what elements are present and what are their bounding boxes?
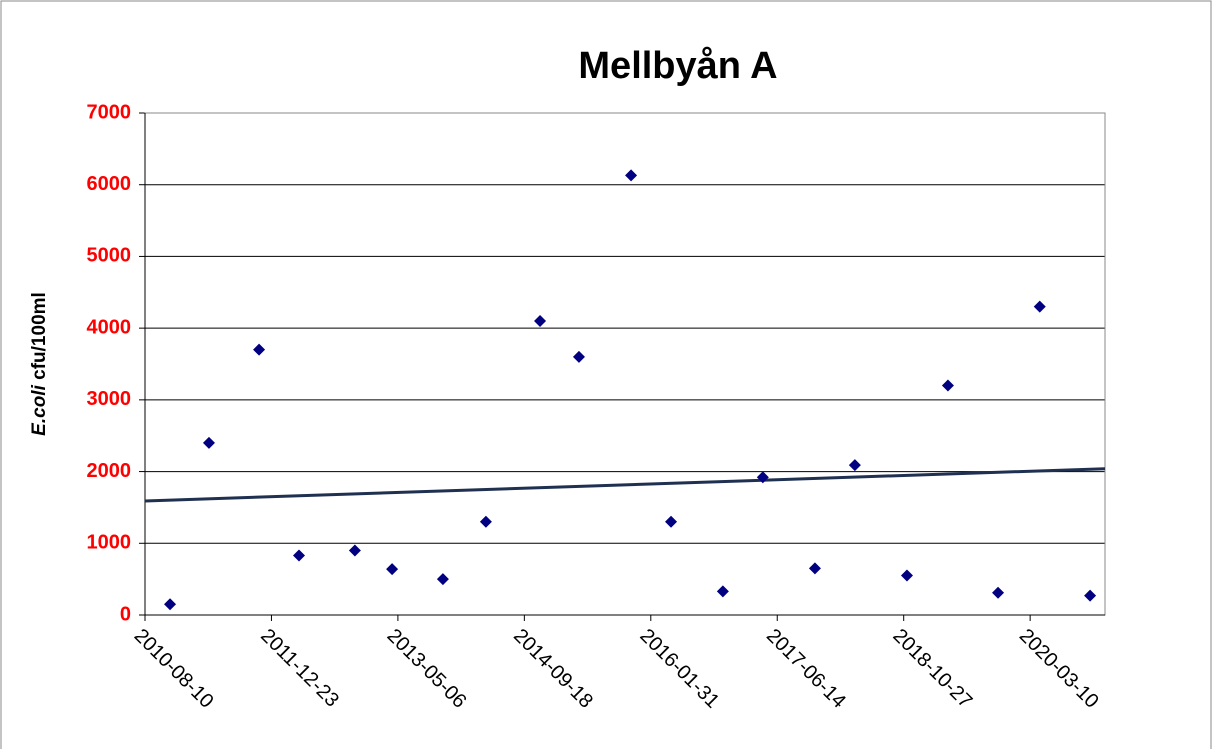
point [436, 573, 449, 586]
point [348, 544, 361, 557]
point [900, 569, 913, 582]
point [1084, 589, 1097, 602]
point [756, 471, 769, 484]
y-tick-label: 6000 [87, 173, 132, 195]
point [479, 515, 492, 528]
point [202, 436, 215, 449]
point [293, 549, 306, 562]
point [1033, 300, 1046, 313]
point [716, 585, 729, 598]
point [534, 314, 547, 327]
point [253, 343, 266, 356]
point [625, 169, 638, 182]
y-axis-label: E.coli cfu/100ml [29, 292, 50, 436]
y-tick-label: 1000 [87, 532, 132, 554]
y-tick-label: 4000 [87, 316, 132, 338]
y-tick-label: 7000 [87, 101, 132, 123]
chart-title: Mellbyån A [578, 45, 777, 87]
y-axis-label-italic: E.coli [29, 384, 50, 435]
y-tick-label: 2000 [87, 460, 132, 482]
point [848, 459, 861, 472]
point [572, 350, 585, 363]
y-tick-label: 0 [120, 603, 131, 625]
point [665, 515, 678, 528]
point [164, 598, 177, 611]
y-tick-label: 5000 [87, 245, 132, 267]
point [992, 586, 1005, 599]
y-axis-label-unit: cfu/100ml [29, 292, 50, 385]
y-tick-label: 3000 [87, 388, 132, 410]
point [386, 563, 399, 576]
point [808, 562, 821, 575]
point [941, 379, 954, 392]
trendline [144, 467, 1106, 503]
